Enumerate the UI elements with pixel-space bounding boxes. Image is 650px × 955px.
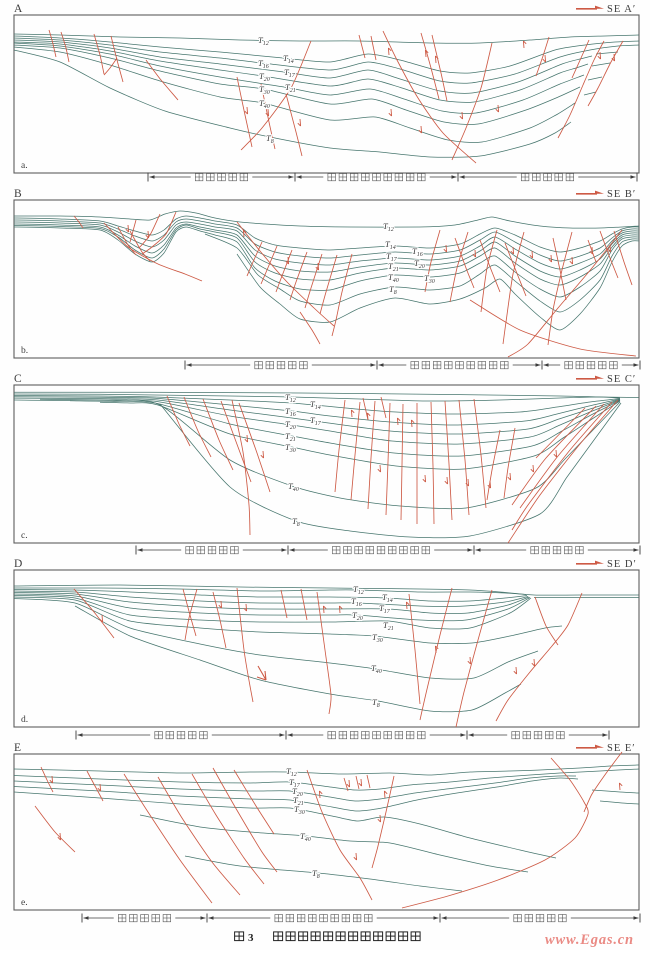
svg-text:b.: b. (21, 346, 28, 356)
svg-text:SE E′: SE E′ (607, 743, 636, 754)
svg-text:T8: T8 (312, 868, 320, 880)
svg-text:SE C′: SE C′ (607, 374, 636, 385)
svg-text:T8: T8 (389, 284, 397, 296)
svg-text:T8: T8 (292, 516, 300, 528)
svg-text:c.: c. (21, 531, 28, 541)
svg-text:D: D (14, 558, 22, 570)
svg-text:e.: e. (21, 898, 28, 908)
svg-text:SE D′: SE D′ (607, 559, 637, 570)
svg-text:E: E (14, 742, 21, 754)
svg-text:3: 3 (248, 932, 254, 944)
svg-text:www.Egas.cn: www.Egas.cn (545, 932, 634, 948)
svg-text:T8: T8 (372, 697, 380, 709)
svg-text:C: C (14, 373, 22, 385)
svg-text:SE B′: SE B′ (607, 189, 636, 200)
svg-text:SE A′: SE A′ (607, 4, 636, 15)
svg-text:d.: d. (21, 715, 28, 725)
svg-text:a.: a. (21, 161, 28, 171)
svg-text:T8: T8 (266, 133, 274, 145)
svg-text:A: A (14, 3, 23, 15)
svg-text:B: B (14, 188, 22, 200)
